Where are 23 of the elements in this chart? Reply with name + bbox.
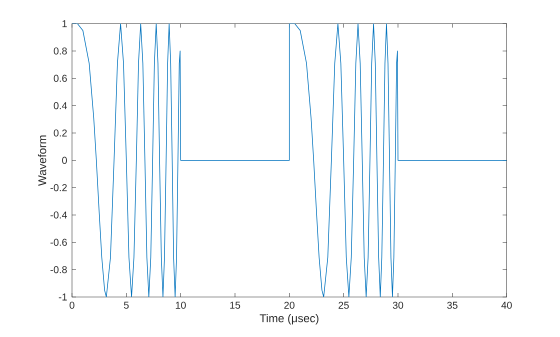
y-axis-title: Waveform — [38, 135, 46, 186]
y-tick-label: -0.2 — [50, 184, 67, 192]
y-tick-label: 1 — [62, 20, 67, 28]
x-tick-label: 5 — [124, 302, 129, 309]
y-tick-label: -0.4 — [50, 211, 67, 219]
y-tick-label: -0.8 — [50, 266, 67, 274]
y-tick-label: 0.4 — [54, 102, 67, 110]
x-tick-label: 35 — [447, 302, 458, 309]
x-tick-label: 15 — [230, 302, 240, 309]
y-tick-label: 0.8 — [54, 47, 67, 55]
x-tick-label: 0 — [70, 302, 74, 309]
x-tick-label: 25 — [338, 302, 349, 309]
y-tick-label: 0.2 — [54, 129, 67, 137]
y-tick-label: 0.6 — [54, 74, 67, 82]
y-tick-label: -0.6 — [50, 238, 67, 246]
x-tick-label: 10 — [176, 302, 186, 309]
x-tick-label: 30 — [392, 302, 404, 309]
line-series — [72, 24, 507, 297]
x-tick-label: 40 — [501, 302, 512, 309]
y-tick-label: -1 — [58, 294, 67, 300]
x-tick-label: 20 — [284, 302, 294, 309]
y-tick-label: 0 — [62, 156, 67, 164]
x-axis-title: Time (μsec) — [260, 314, 318, 324]
